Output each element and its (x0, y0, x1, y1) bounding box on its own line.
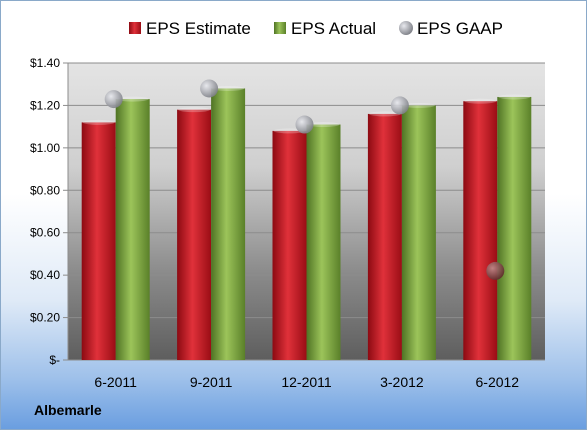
y-tick-label: $1.00 (30, 141, 60, 155)
y-tick-label: $1.40 (30, 56, 60, 70)
bar-actual (306, 124, 341, 361)
y-tick-label: $1.20 (30, 98, 60, 112)
y-tick-label: $0.80 (30, 183, 60, 197)
gaap-point (390, 96, 409, 115)
legend-swatch-estimate (129, 22, 141, 34)
y-tick-label: $- (49, 353, 60, 367)
company-name: Albemarle (34, 402, 102, 418)
bar-estimate (272, 130, 307, 360)
legend-label-estimate: EPS Estimate (146, 19, 251, 38)
bar-top-highlight (307, 122, 340, 128)
gaap-points (104, 79, 505, 280)
y-tick-label: $0.60 (30, 226, 60, 240)
x-tick-label: 6-2011 (94, 374, 137, 390)
gaap-point (104, 90, 123, 109)
bar-estimate (81, 122, 116, 361)
bar-actual (211, 88, 246, 360)
x-axis-ticks: 6-2011 9-2011 12-2011 3-2012 6-2012 (94, 374, 519, 390)
legend-item-estimate: EPS Estimate (129, 19, 251, 38)
y-tick-label: $0.20 (30, 311, 60, 325)
bar-top-highlight (116, 96, 149, 102)
legend-label-gaap: EPS GAAP (417, 19, 503, 38)
x-tick-label: 3-2012 (380, 374, 424, 390)
legend: EPS Estimate EPS Actual EPS GAAP (129, 19, 503, 38)
legend-marker-gaap (399, 21, 413, 35)
bar-top-highlight (212, 85, 245, 91)
legend-item-gaap: EPS GAAP (399, 19, 503, 38)
bars (81, 85, 532, 361)
bar-actual (497, 96, 532, 360)
bar-top-highlight (402, 102, 435, 108)
gaap-point (200, 79, 219, 98)
y-tick-label: $0.40 (30, 268, 60, 282)
bar-actual (115, 99, 150, 361)
bar-top-highlight (498, 94, 531, 100)
bar-top-highlight (464, 98, 497, 104)
bar-estimate (463, 101, 498, 360)
y-axis-ticks: $- $0.20 $0.40 $0.60 $0.80 $1.00 $1.20 $1.40 (30, 56, 60, 367)
x-tick-label: 9-2011 (190, 374, 233, 390)
bar-top-highlight (368, 111, 401, 117)
bar-actual (401, 105, 436, 360)
x-tick-label: 6-2012 (476, 374, 520, 390)
bar-estimate (367, 113, 402, 361)
x-tick-label: 12-2011 (281, 374, 332, 390)
bar-top-highlight (82, 119, 115, 125)
legend-label-actual: EPS Actual (291, 19, 376, 38)
legend-swatch-actual (274, 22, 286, 34)
legend-item-actual: EPS Actual (274, 19, 376, 38)
gaap-point (486, 261, 505, 280)
bar-top-highlight (178, 107, 211, 113)
gaap-point (295, 115, 314, 134)
bar-estimate (177, 109, 212, 361)
